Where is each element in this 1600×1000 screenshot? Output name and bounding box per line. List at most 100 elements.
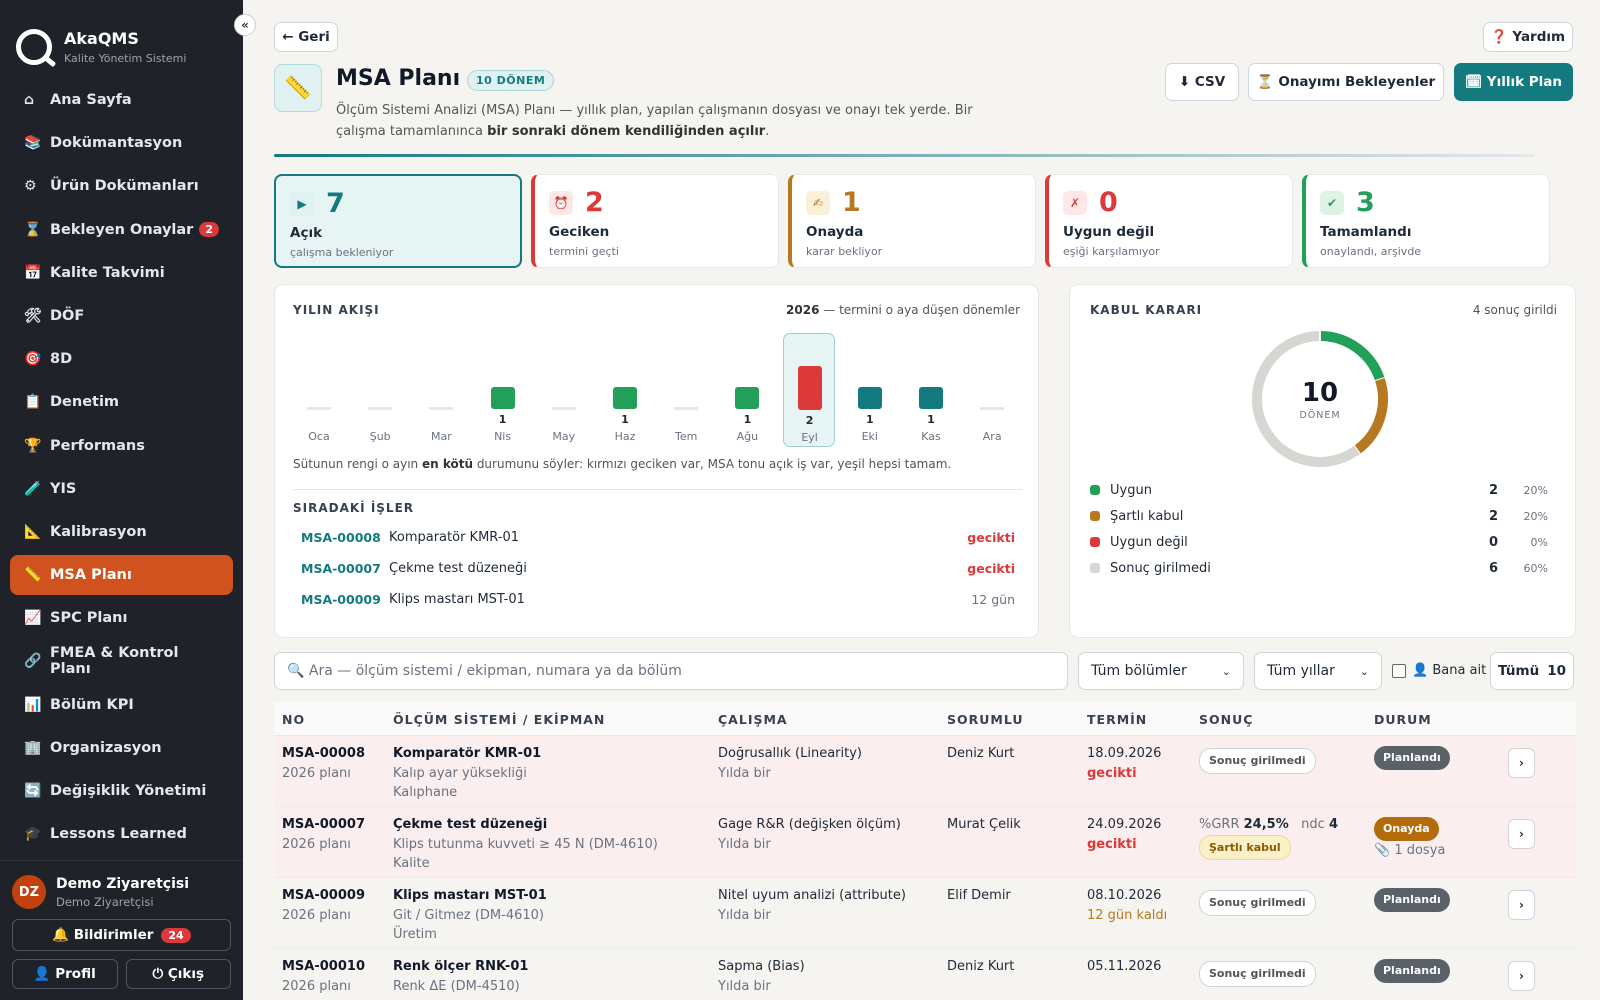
stat-sub: karar bekliyor (806, 245, 883, 258)
row-department: Kalıphane (393, 785, 458, 800)
row-plan: 2026 planı (282, 978, 351, 994)
pending-approvals-button[interactable]: ⏳ Onayımı Bekleyenler (1248, 63, 1444, 101)
queue-item-no[interactable]: MSA-00007 (301, 560, 381, 576)
notifications-count-badge: 24 (161, 927, 191, 943)
table-row[interactable]: MSA-00008 2026 planı Komparatör KMR-01 Kalı… (274, 736, 1576, 807)
month-column[interactable]: 2 Eyl (782, 333, 835, 447)
row-no[interactable]: MSA-00010 (282, 959, 365, 974)
queue-item[interactable]: MSA-00007 Çekme test düzeneği gecikti (301, 558, 1015, 578)
checkbox[interactable] (1392, 663, 1406, 678)
month-column[interactable]: 1 Eki (844, 333, 896, 447)
sidebar-item-bölüm-kpi[interactable]: 📊 Bölüm KPI (10, 685, 233, 725)
sidebar-item-icon: 📏 (24, 567, 42, 584)
logout-button[interactable]: ⏻ Çıkış (125, 959, 231, 989)
table-row[interactable]: MSA-00010 2026 planı Renk ölçer RNK-01 Renk… (274, 949, 1576, 1000)
month-column[interactable]: May (538, 333, 590, 447)
queue-item-no[interactable]: MSA-00008 (301, 529, 381, 545)
month-label: Mar (431, 430, 452, 443)
queue-item-no[interactable]: MSA-00009 (301, 591, 381, 607)
col-status[interactable]: DURUM (1374, 712, 1432, 727)
sidebar-item-label: Dokümantasyon (50, 135, 183, 152)
sidebar-item-döf[interactable]: 🛠 DÖF (10, 296, 233, 336)
col-no[interactable]: NO (282, 712, 306, 727)
help-button[interactable]: ❓ Yardım (1483, 22, 1573, 52)
sidebar-item-yis[interactable]: 🧪 YIS (10, 469, 233, 509)
month-column[interactable]: 1 Haz (599, 333, 651, 447)
col-study[interactable]: ÇALIŞMA (718, 712, 788, 727)
month-column[interactable]: Oca (293, 333, 345, 447)
stat-card[interactable]: ⏰ 2 Geciken termini geçti (531, 174, 779, 268)
sidebar-item-dokümantasyon[interactable]: 📚 Dokümantasyon (10, 123, 233, 163)
col-owner[interactable]: SORUMLU (947, 712, 1024, 727)
sidebar-item-ana-sayfa[interactable]: ⌂ Ana Sayfa (10, 80, 233, 120)
month-column[interactable]: Şub (354, 333, 406, 447)
row-no[interactable]: MSA-00007 (282, 817, 365, 832)
stat-card[interactable]: ▶ 7 Açık çalışma bekleniyor (274, 174, 522, 268)
legend-swatch (1090, 511, 1100, 521)
sidebar-item-fmea-kontrol-planı[interactable]: 🔗 FMEA & Kontrol Planı (10, 641, 233, 681)
sidebar-item-msa-planı[interactable]: 📏 MSA Planı (10, 555, 233, 596)
chevron-down-icon: ⌄ (1221, 664, 1231, 678)
month-column[interactable]: Ara (966, 333, 1018, 447)
month-label: Eyl (801, 431, 818, 444)
sidebar-item-spc-planı[interactable]: 📈 SPC Planı (10, 598, 233, 638)
month-column[interactable]: Mar (415, 333, 467, 447)
sidebar-item-lessons-learned[interactable]: 🎓 Lessons Learned (10, 814, 233, 854)
row-open-button[interactable]: › (1508, 890, 1535, 920)
month-column[interactable]: Tem (660, 333, 712, 447)
row-files[interactable]: 📎 1 dosya (1374, 842, 1446, 858)
year-select[interactable]: Tüm yıllar ⌄ (1254, 652, 1382, 690)
month-column[interactable]: 1 Ağu (721, 333, 773, 447)
sidebar-collapse-button[interactable]: « (234, 14, 256, 36)
sidebar-item-kalite-takvimi[interactable]: 📅 Kalite Takvimi (10, 253, 233, 293)
row-department: Üretim (393, 927, 437, 942)
sidebar-item-ürün-dokümanları[interactable]: ⚙ Ürün Dokümanları (10, 166, 233, 206)
csv-export-button[interactable]: ⬇ CSV (1165, 63, 1239, 101)
table-row[interactable]: MSA-00007 2026 planı Çekme test düzeneği Kl… (274, 807, 1576, 878)
row-open-button[interactable]: › (1508, 748, 1535, 778)
all-filter-button[interactable]: Tümü 10 (1490, 652, 1574, 690)
row-due-note: gecikti (1087, 765, 1137, 781)
sidebar-item-icon: 🔗 (24, 653, 42, 670)
col-system[interactable]: ÖLÇÜM SİSTEMİ / EKİPMAN (393, 712, 606, 727)
month-column[interactable]: 1 Kas (905, 333, 957, 447)
sidebar-item-performans[interactable]: 🏆 Performans (10, 426, 233, 466)
sidebar-item-bekleyen-onaylar[interactable]: ⌛ Bekleyen Onaylar 2 (10, 210, 233, 250)
month-label: Tem (675, 430, 698, 443)
sidebar-item-8d[interactable]: 🎯 8D (10, 339, 233, 379)
profile-button[interactable]: 👤 Profil (12, 959, 118, 989)
queue-item-name: Komparatör KMR-01 (389, 529, 520, 545)
back-button[interactable]: ← Geri (274, 22, 338, 52)
row-plan: 2026 planı (282, 907, 351, 923)
sidebar-item-denetim[interactable]: 📋 Denetim (10, 382, 233, 422)
queue-item[interactable]: MSA-00008 Komparatör KMR-01 gecikti (301, 527, 1015, 547)
sidebar-item-icon: 🛠 (24, 307, 42, 324)
search-input[interactable]: 🔍 Ara — ölçüm sistemi / ekipman, numara … (274, 652, 1068, 690)
brand[interactable]: AkaQMS Kalite Yönetim Sistemi (0, 0, 243, 76)
row-study: Doğrusallık (Linearity) (718, 746, 862, 761)
stat-card[interactable]: ✗ 0 Uygun değil eşiği karşılamıyor (1045, 174, 1293, 268)
stat-card[interactable]: ✍ 1 Onayda karar bekliyor (788, 174, 1036, 268)
department-select[interactable]: Tüm bölümler ⌄ (1078, 652, 1244, 690)
table-row[interactable]: MSA-00009 2026 planı Klips mastarı MST-01 G… (274, 878, 1576, 949)
row-no[interactable]: MSA-00008 (282, 746, 365, 761)
row-open-button[interactable]: › (1508, 961, 1535, 991)
legend-percent: 60% (1523, 561, 1548, 575)
stat-sub: çalışma bekleniyor (290, 246, 394, 259)
notifications-label: 🔔 Bildirimler (52, 927, 154, 943)
sidebar-item-organizasyon[interactable]: 🏢 Organizasyon (10, 728, 233, 768)
avatar[interactable]: DZ (12, 875, 46, 909)
stat-card[interactable]: ✔ 3 Tamamlandı onaylandı, arşivde (1302, 174, 1550, 268)
mine-filter-checkbox[interactable]: 👤 Bana ait (1392, 663, 1486, 678)
row-open-button[interactable]: › (1508, 819, 1535, 849)
month-empty-mark (429, 407, 454, 410)
sidebar-item-kalibrasyon[interactable]: 📐 Kalibrasyon (10, 512, 233, 552)
month-column[interactable]: 1 Nis (477, 333, 529, 447)
queue-item[interactable]: MSA-00009 Klips mastarı MST-01 12 gün (301, 589, 1015, 609)
col-due[interactable]: TERMİN (1087, 712, 1148, 727)
yearly-plan-button[interactable]: 🗓 Yıllık Plan (1454, 63, 1573, 101)
sidebar-item-değişiklik-yönetimi[interactable]: 🔄 Değişiklik Yönetimi (10, 771, 233, 811)
col-result[interactable]: SONUÇ (1199, 712, 1254, 727)
row-no[interactable]: MSA-00009 (282, 888, 365, 903)
notifications-button[interactable]: 🔔 Bildirimler 24 (12, 919, 231, 951)
